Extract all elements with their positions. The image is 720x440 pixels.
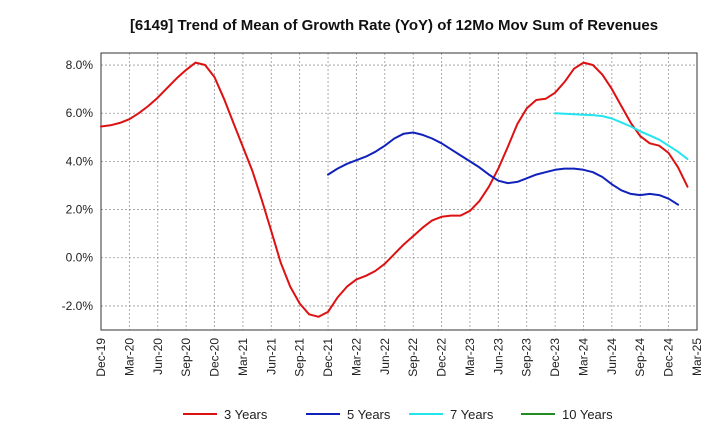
x-tick-label: Jun-21 <box>264 338 278 375</box>
y-tick-label: 8.0% <box>66 58 94 72</box>
x-tick-label: Mar-25 <box>690 338 704 376</box>
legend-label: 3 Years <box>224 407 268 422</box>
axes: -2.0% 0.0% 2.0% 4.0% 6.0% 8.0% Dec-19 Mar-20 Jun… <box>62 52 704 377</box>
x-tick-label: Sep-24 <box>633 338 647 377</box>
x-tick-label: Sep-20 <box>179 338 193 377</box>
x-tick-label: Jun-22 <box>378 338 392 375</box>
x-tick-label: Sep-21 <box>293 338 307 377</box>
legend: 3 Years 5 Years 7 Years 10 Years <box>183 407 613 422</box>
y-tick-label: 2.0% <box>66 203 94 217</box>
x-tick-label: Jun-24 <box>605 338 619 375</box>
x-tick-label: Dec-24 <box>662 338 676 377</box>
x-tick-label: Dec-23 <box>548 338 562 377</box>
x-tick-label: Sep-22 <box>406 338 420 377</box>
legend-label: 10 Years <box>562 407 613 422</box>
x-tick-label: Mar-24 <box>576 338 590 376</box>
legend-label: 7 Years <box>450 407 494 422</box>
x-tick-label: Mar-20 <box>122 338 136 376</box>
y-tick-label: -2.0% <box>62 299 94 313</box>
grid <box>100 53 698 330</box>
x-tick-label: Sep-23 <box>520 338 534 377</box>
y-tick-label: 6.0% <box>66 106 94 120</box>
x-tick-label: Dec-19 <box>94 338 108 377</box>
series-line-3-years <box>100 61 689 318</box>
series-line-5-years <box>327 131 680 206</box>
series-line-7-years <box>554 112 689 160</box>
chart-title: [6149] Trend of Mean of Growth Rate (YoY… <box>130 17 658 34</box>
x-tick-label: Jun-20 <box>151 338 165 375</box>
x-tick-label: Dec-20 <box>208 338 222 377</box>
x-tick-label: Mar-21 <box>236 338 250 376</box>
y-tick-label: 4.0% <box>66 154 94 168</box>
plot-frame <box>100 52 698 331</box>
y-tick-label: 0.0% <box>66 251 94 265</box>
x-tick-label: Mar-22 <box>349 338 363 376</box>
x-tick-label: Dec-21 <box>321 338 335 377</box>
series-lines <box>100 61 689 318</box>
x-tick-label: Mar-23 <box>463 338 477 376</box>
x-tick-label: Jun-23 <box>491 338 505 375</box>
legend-label: 5 Years <box>347 407 391 422</box>
x-tick-label: Dec-22 <box>435 338 449 377</box>
